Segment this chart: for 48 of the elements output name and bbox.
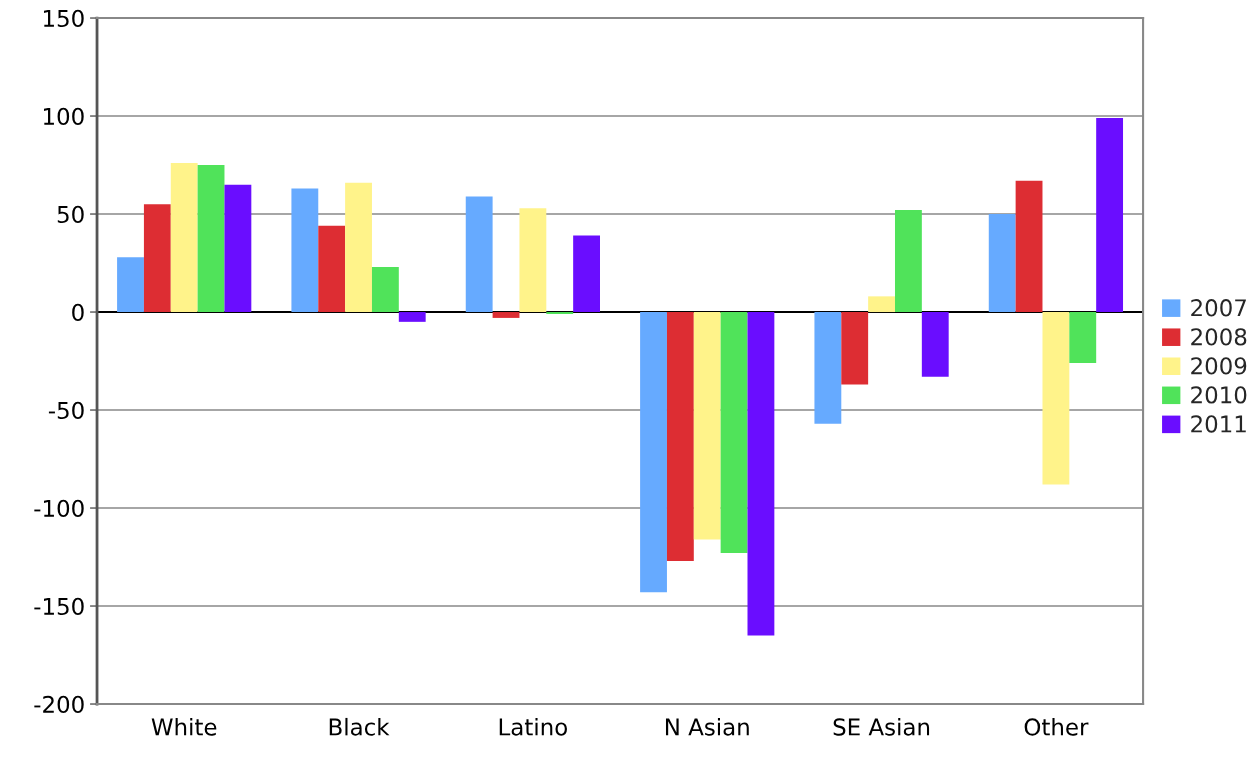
y-tick-label: -100 (34, 499, 84, 518)
y-tick-label: -150 (34, 597, 84, 616)
bar (224, 184, 252, 313)
legend-label: 2009 (1191, 357, 1247, 375)
bar (573, 235, 600, 313)
x-tick-label: Black (329, 717, 390, 736)
bar (197, 165, 225, 313)
bar (318, 225, 346, 313)
bar (465, 196, 493, 313)
bar (291, 188, 319, 313)
bar (143, 204, 171, 313)
y-tick-label: 150 (44, 9, 84, 28)
bar (170, 163, 198, 313)
bar (747, 312, 775, 636)
bar (398, 312, 426, 322)
x-tick-label: Other (1024, 717, 1089, 736)
legend-label: 2010 (1191, 386, 1247, 404)
bar (371, 266, 399, 313)
legend-label: 2008 (1191, 328, 1247, 346)
bar (921, 312, 949, 377)
bar (693, 312, 721, 540)
y-tick-label: 100 (44, 107, 84, 126)
x-tick-label: White (151, 717, 217, 736)
bar (841, 312, 869, 385)
bar (868, 296, 895, 313)
bar (492, 312, 520, 318)
legend-label: 2011 (1191, 415, 1246, 433)
bar (720, 312, 748, 554)
legend-label: 2007 (1191, 299, 1246, 317)
bar (814, 312, 842, 424)
y-tick-label: -200 (34, 695, 84, 714)
y-tick-label: -50 (48, 401, 84, 420)
bar (1096, 118, 1124, 313)
bar (1042, 312, 1070, 485)
bar (117, 257, 144, 313)
y-tick-label: 0 (72, 303, 84, 322)
bar (1015, 180, 1043, 313)
bar (519, 208, 547, 313)
bar (1069, 312, 1097, 363)
bar (345, 182, 372, 313)
bar (666, 312, 694, 561)
bar (988, 214, 1016, 313)
bar (894, 210, 922, 313)
bar (640, 312, 667, 593)
x-tick-label: N Asian (665, 717, 749, 736)
x-tick-label: Latino (499, 717, 567, 736)
x-tick-label: SE Asian (833, 717, 930, 736)
y-tick-label: 50 (57, 205, 84, 224)
